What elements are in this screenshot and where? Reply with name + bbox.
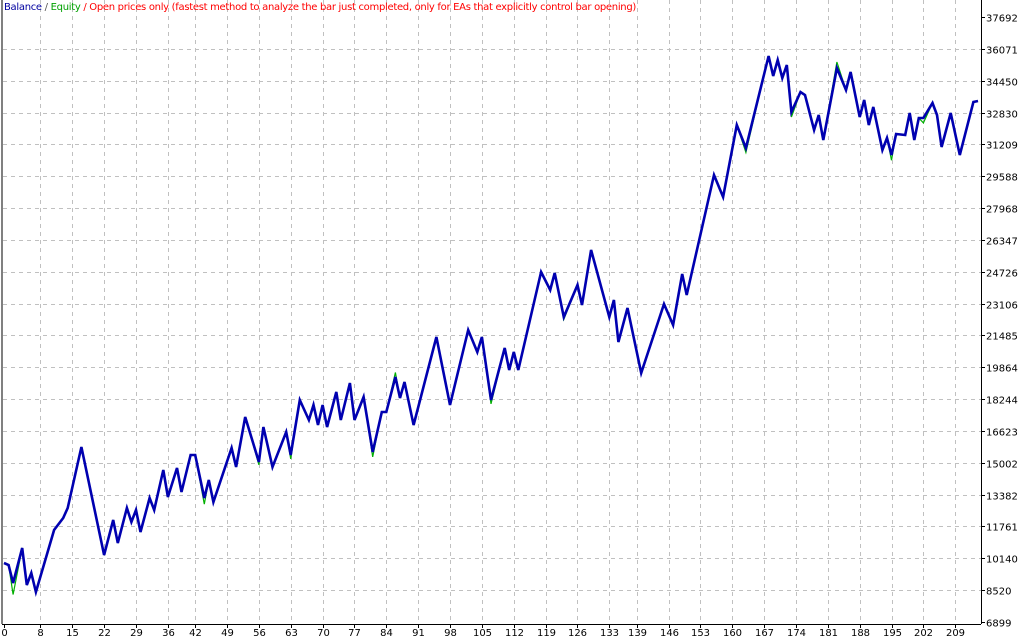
x-tick-label: 195 bbox=[883, 628, 902, 639]
x-tick-label: 209 bbox=[946, 628, 965, 639]
y-tick-label: 11761 bbox=[986, 523, 1018, 534]
y-tick-label: 19864 bbox=[986, 364, 1018, 375]
x-tick-label: 188 bbox=[851, 628, 870, 639]
x-tick-label: 70 bbox=[317, 628, 330, 639]
x-tick-label: 77 bbox=[348, 628, 361, 639]
y-tick-label: 18244 bbox=[986, 396, 1018, 407]
y-tick-label: 37692 bbox=[986, 14, 1018, 25]
x-tick-label: 153 bbox=[691, 628, 710, 639]
equity-line bbox=[3, 55, 979, 595]
y-tick-label: 6899 bbox=[986, 619, 1011, 630]
x-tick-label: 91 bbox=[412, 628, 425, 639]
x-tick-label: 133 bbox=[600, 628, 619, 639]
y-tick-label: 29588 bbox=[986, 173, 1018, 184]
grid bbox=[3, 0, 981, 624]
y-tick-label: 16623 bbox=[986, 428, 1018, 439]
x-tick-label: 15 bbox=[66, 628, 79, 639]
x-tick-label: 98 bbox=[444, 628, 457, 639]
y-tick-label: 27968 bbox=[986, 205, 1018, 216]
x-tick-label: 105 bbox=[473, 628, 492, 639]
y-tick-label: 23106 bbox=[986, 301, 1018, 312]
x-tick-label: 167 bbox=[755, 628, 774, 639]
x-axis-ticks: 0 8 15 22 29 36 42 49 56 63 70 77 84 91 98 105 112 119 126… bbox=[1, 624, 965, 639]
x-tick-label: 119 bbox=[537, 628, 556, 639]
y-tick-label: 8520 bbox=[986, 587, 1011, 598]
y-tick-label: 21485 bbox=[986, 332, 1018, 343]
legend-equity: Equity bbox=[50, 2, 81, 13]
x-tick-label: 146 bbox=[660, 628, 679, 639]
legend-mode: / Open prices only (fastest method to an… bbox=[80, 2, 636, 13]
chart-legend: Balance / Equity / Open prices only (fas… bbox=[4, 2, 636, 13]
x-tick-label: 36 bbox=[162, 628, 175, 639]
x-tick-label: 174 bbox=[787, 628, 806, 639]
x-tick-label: 0 bbox=[1, 628, 7, 639]
y-tick-label: 34450 bbox=[986, 78, 1018, 89]
x-tick-label: 49 bbox=[221, 628, 234, 639]
legend-balance: Balance bbox=[4, 2, 42, 13]
x-tick-label: 8 bbox=[37, 628, 43, 639]
x-tick-label: 84 bbox=[380, 628, 393, 639]
x-tick-label: 112 bbox=[505, 628, 524, 639]
y-tick-label: 31209 bbox=[986, 141, 1018, 152]
legend-separator: / bbox=[41, 2, 51, 13]
x-tick-label: 56 bbox=[253, 628, 266, 639]
y-tick-label: 13382 bbox=[986, 492, 1018, 503]
x-tick-label: 139 bbox=[628, 628, 647, 639]
y-tick-label: 24726 bbox=[986, 269, 1018, 280]
axes bbox=[1, 0, 982, 625]
x-tick-label: 126 bbox=[568, 628, 587, 639]
x-tick-label: 42 bbox=[189, 628, 202, 639]
x-tick-label: 63 bbox=[285, 628, 298, 639]
balance-line bbox=[3, 54, 979, 598]
y-tick-label: 36071 bbox=[986, 46, 1018, 57]
x-tick-label: 22 bbox=[98, 628, 111, 639]
x-tick-label: 160 bbox=[723, 628, 742, 639]
y-tick-label: 32830 bbox=[986, 110, 1018, 121]
x-tick-label: 29 bbox=[130, 628, 143, 639]
y-axis-ticks: 37692 36071 34450 32830 31209 29588 27968 26347… bbox=[981, 14, 1018, 630]
x-tick-label: 202 bbox=[914, 628, 933, 639]
y-tick-label: 26347 bbox=[986, 237, 1018, 248]
x-tick-label: 181 bbox=[819, 628, 838, 639]
y-tick-label: 10140 bbox=[986, 555, 1018, 566]
series-lines bbox=[3, 54, 979, 598]
y-tick-label: 15002 bbox=[986, 460, 1018, 471]
